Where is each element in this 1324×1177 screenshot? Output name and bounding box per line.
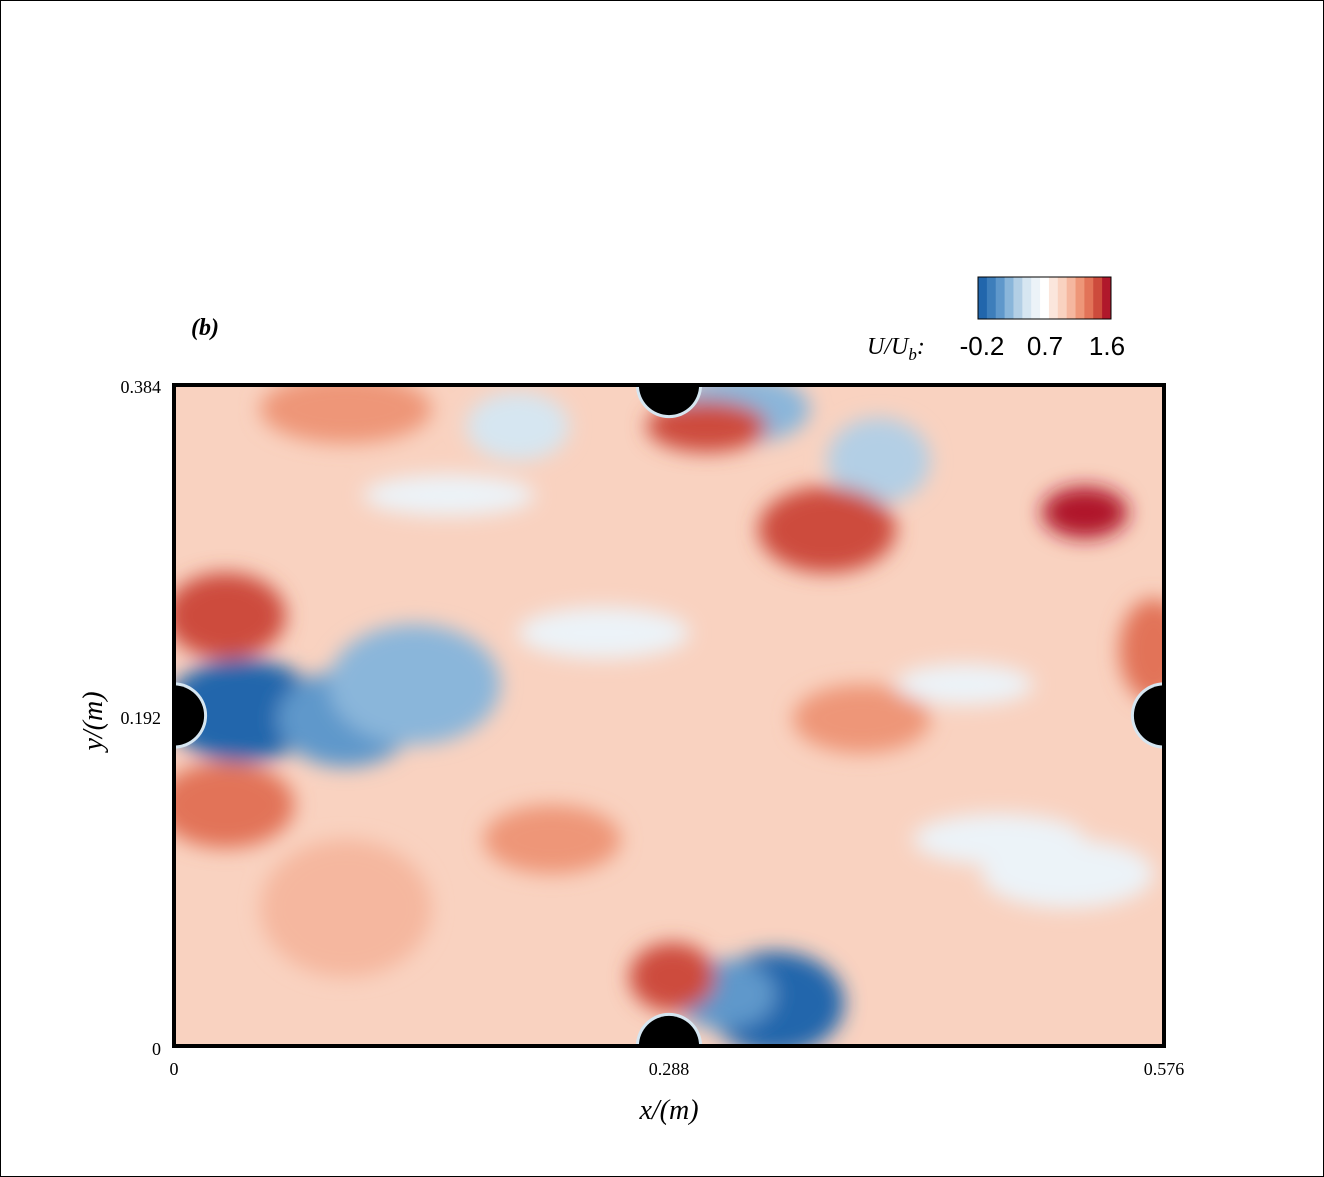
velocity-region (483, 805, 621, 874)
colorbar-tick-label: -0.2 (960, 331, 1005, 361)
velocity-region (174, 572, 286, 659)
colorbar-variable-label: U/Ub: (867, 334, 925, 364)
y-axis-title: y/(m) (78, 691, 109, 753)
cylinder (638, 1015, 700, 1046)
velocity-region (260, 839, 432, 978)
colorbar-band (1031, 277, 1041, 319)
cylinders (174, 385, 1164, 1046)
velocity-region (517, 607, 690, 659)
colorbar-band (1057, 277, 1068, 319)
colorbar-tick-label: 0.7 (1027, 331, 1063, 361)
colorbar-band (1004, 277, 1014, 319)
cylinder (174, 685, 205, 746)
plot-frame (172, 383, 1166, 1048)
velocity-region (629, 942, 716, 1012)
velocity-region (328, 624, 501, 745)
x-tick-label: 0.576 (1144, 1059, 1185, 1079)
velocity-region (981, 839, 1154, 909)
y-tick-label: 0.384 (121, 377, 162, 397)
panel-label: (b) (191, 315, 219, 341)
colorbar-bands (978, 277, 1112, 319)
colorbar-band (1013, 277, 1023, 319)
velocity-region (466, 391, 570, 461)
colorbar-band (1075, 277, 1085, 319)
colorbar-frame (977, 276, 1112, 320)
cylinder (1133, 685, 1164, 746)
colorbar-band (995, 277, 1005, 319)
heatmap-plot (172, 383, 1166, 1048)
velocity-region (1041, 486, 1128, 539)
velocity-region (260, 385, 432, 444)
colorbar-band (1066, 277, 1076, 319)
colorbar-band (1048, 277, 1059, 319)
x-tick-label: 0 (170, 1059, 179, 1079)
x-axis-title: x/(m) (638, 1095, 698, 1126)
cylinder (638, 385, 700, 416)
colorbar-tick-label: 1.6 (1089, 331, 1125, 361)
colorbar-band (986, 277, 997, 319)
velocity-field (174, 385, 1164, 1046)
colorbar-band (1102, 277, 1112, 319)
x-tick-label: 0.288 (649, 1059, 690, 1079)
velocity-region (363, 474, 535, 516)
colorbar: U/Ub: -0.2 0.7 1.6 (867, 276, 1125, 364)
y-tick-label: 0 (152, 1039, 161, 1059)
velocity-region (792, 684, 931, 754)
colorbar-band (1040, 277, 1050, 319)
velocity-region (827, 417, 931, 504)
colorbar-band (1022, 277, 1032, 319)
y-tick-label: 0.192 (121, 708, 162, 728)
colorbar-band (1084, 277, 1094, 319)
velocity-region (174, 762, 295, 848)
velocity-region (1119, 598, 1164, 702)
colorbar-band (1093, 277, 1103, 319)
velocity-region (895, 663, 1034, 706)
velocity-region (758, 486, 896, 573)
colorbar-band (978, 277, 988, 319)
